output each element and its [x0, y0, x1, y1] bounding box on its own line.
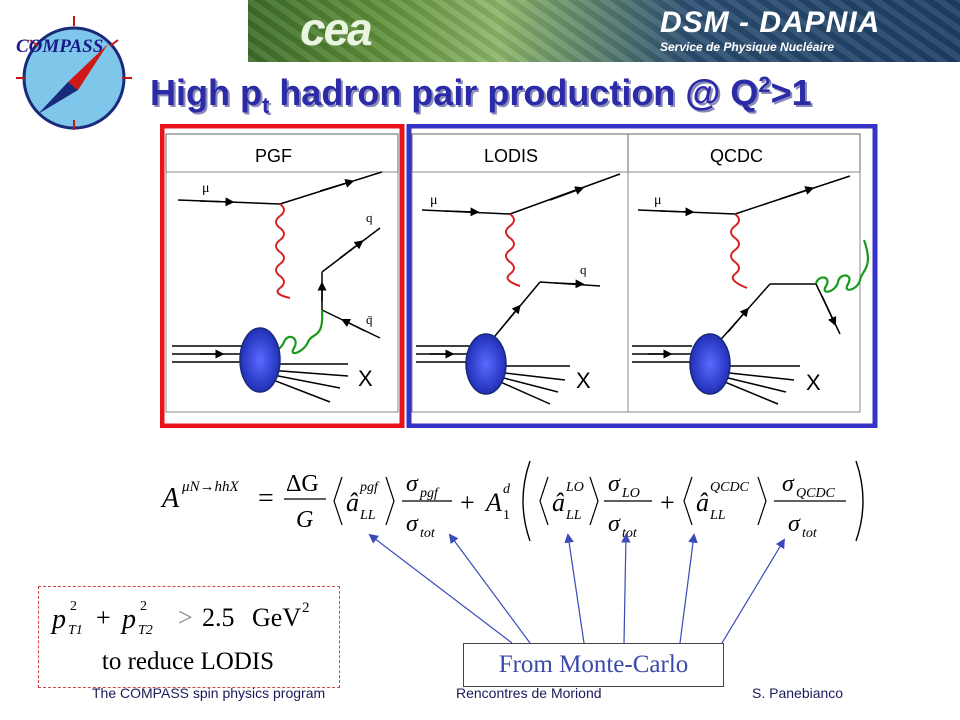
diagram-qcdc: μ X — [632, 175, 869, 405]
formula-eq: = — [258, 483, 274, 514]
diagram-pgf: μ q q̄ X — [172, 171, 383, 403]
pt-T1: T1 — [68, 623, 83, 638]
pt-sq2: 2 — [140, 599, 147, 614]
panel-label-pgf: PGF — [255, 146, 292, 166]
qcdc-mu-label: μ — [654, 193, 662, 208]
pt-cut-note: to reduce LODIS — [101, 648, 275, 675]
lodis-q-label: q — [580, 262, 587, 277]
formula-sigma-tot3: σ — [788, 511, 801, 537]
formula-sigma3-sub: QCDC — [796, 486, 836, 501]
pt-unit-sup: 2 — [302, 600, 310, 616]
formula-plus2: + — [660, 488, 675, 517]
formula-LL1: LL — [359, 508, 376, 523]
panel-label-qcdc: QCDC — [710, 146, 763, 166]
header-banner — [248, 0, 960, 62]
formula-sigma3: σ — [782, 471, 795, 497]
pgf-q-label: q — [366, 210, 373, 225]
formula-A1-sup: d — [503, 482, 511, 497]
pgf-frame — [160, 124, 405, 428]
formula-a2: â — [552, 488, 565, 517]
feynman-diagrams: PGF LODIS QCDC μ q q̄ X — [160, 124, 878, 428]
formula-LL3: LL — [709, 508, 726, 523]
formula-G: G — [296, 507, 313, 533]
formula-LO-sup: LO — [565, 480, 584, 495]
pt-plus: + — [96, 603, 111, 632]
formula-tot2: tot — [622, 526, 638, 541]
footer-center: Rencontres de Moriond — [456, 685, 602, 701]
pt-T2: T2 — [138, 623, 153, 638]
pt-cut-formula: p 2 T1 + p 2 T2 > 2.5 GeV 2 — [50, 599, 310, 638]
pt-p1: p — [50, 604, 66, 635]
formula-sigma-tot1: σ — [406, 511, 419, 537]
pt-unit: GeV — [252, 603, 301, 632]
footer-left: The COMPASS spin physics program — [92, 685, 326, 701]
formula-sigma2-sub: LO — [621, 486, 640, 501]
pt-p2: p — [120, 604, 136, 635]
formula-A1: A — [484, 488, 502, 517]
banner-title: DSM - DAPNIA — [660, 6, 881, 39]
pgf-qbar-label: q̄ — [366, 312, 373, 327]
qcdc-x-label: X — [806, 370, 821, 395]
pt-gt: > — [178, 603, 193, 632]
formula-sigma1-sub: pgf — [419, 486, 440, 501]
formula-QCDC-sup: QCDC — [710, 480, 750, 495]
pt-sq1: 2 — [70, 599, 77, 614]
formula-sigma-tot2: σ — [608, 511, 621, 537]
pgf-mu-label: μ — [202, 181, 210, 196]
page-title: High pt hadron pair production @ Q2>1 — [150, 72, 812, 119]
banner-subtitle: Service de Physique Nucléaire — [660, 40, 835, 54]
formula-a1: â — [346, 488, 359, 517]
formula-a3: â — [696, 488, 709, 517]
logo-text: COMPASS — [16, 36, 104, 57]
formula-dG: ΔG — [286, 471, 319, 497]
cea-logo-text: cea — [300, 3, 373, 55]
formula-A-sup: μN→hhX — [181, 479, 240, 495]
lodis-x-label: X — [576, 368, 591, 393]
lodis-qcdc-frame — [406, 124, 878, 428]
formula-tot1: tot — [420, 526, 436, 541]
panel-label-lodis: LODIS — [484, 146, 538, 166]
formula-A: A — [160, 483, 180, 514]
asymmetry-formula: A μN→hhX = ΔG G â pgf LL σ pgf σ tot + A… — [160, 460, 864, 542]
formula-tot3: tot — [802, 526, 818, 541]
footer-right: S. Panebianco — [752, 685, 844, 701]
pt-value: 2.5 — [202, 603, 235, 632]
pt-cut-box — [38, 586, 340, 688]
formula-sigma2: σ — [608, 471, 621, 497]
formula-A1-sub: 1 — [503, 508, 510, 523]
diagram-lodis: μ q X — [416, 173, 621, 405]
lodis-mu-label: μ — [430, 193, 438, 208]
formula-sigma1: σ — [406, 471, 419, 497]
monte-carlo-label: From Monte-Carlo — [463, 643, 724, 687]
pgf-x-label: X — [358, 366, 373, 391]
compass-logo — [16, 16, 132, 130]
formula-plus1: + — [460, 488, 475, 517]
formula-LL2: LL — [565, 508, 582, 523]
formula-pgf-sup: pgf — [359, 480, 380, 495]
